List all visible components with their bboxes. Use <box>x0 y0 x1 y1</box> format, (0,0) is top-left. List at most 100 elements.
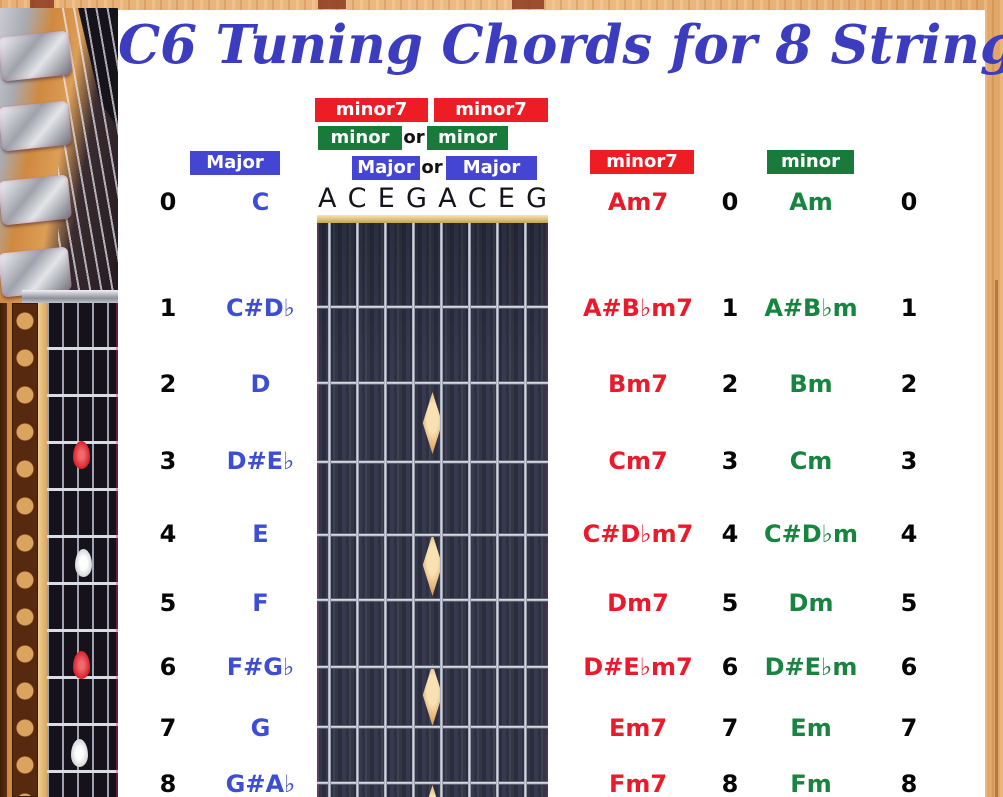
open-string-letters: A C E G A C E G <box>317 184 548 214</box>
fret-number-right: 3 <box>900 447 918 475</box>
major-chord: D <box>250 370 271 398</box>
fret-number-mid: 6 <box>721 653 739 681</box>
minor-chord: C#D♭m <box>764 520 858 548</box>
minor-chord: D#E♭m <box>764 653 858 681</box>
minor7-chord: Am7 <box>607 188 669 216</box>
string-letter: A <box>438 183 457 214</box>
legend-minor-right-badge: minor <box>427 126 508 150</box>
fret-row-7: 7 G Em7 7 Em 7 <box>0 713 1003 743</box>
neck-inlay-strip <box>12 303 38 797</box>
frame-wood-knot <box>30 0 54 9</box>
fret-number-left: 7 <box>159 714 177 742</box>
string-line <box>328 221 331 797</box>
string-letter: A <box>318 183 337 214</box>
minor7-chord: D#E♭m7 <box>583 653 693 681</box>
minor-column-badge: minor <box>767 150 854 174</box>
minor-chord: Fm <box>790 770 832 797</box>
steel-guitar-photo <box>0 8 118 797</box>
string-line <box>412 221 415 797</box>
frame-wood-grain <box>995 280 998 797</box>
fret-wire <box>317 381 548 385</box>
fret-row-2: 2 D Bm7 2 Bm 2 <box>0 369 1003 399</box>
fret-number-mid: 2 <box>721 370 739 398</box>
major-chord: G#A♭ <box>225 770 296 797</box>
legend-or-label: or <box>421 157 443 178</box>
fret-marker-white <box>71 739 88 767</box>
string-line <box>468 221 471 797</box>
neck-fretboard-photo <box>47 303 118 797</box>
neck-edge <box>0 303 7 797</box>
major-chord: C#D♭ <box>226 294 295 322</box>
fret-row-5: 5 F Dm7 5 Dm 5 <box>0 588 1003 618</box>
fret-marker-red <box>73 651 90 679</box>
fret-number-mid: 7 <box>721 714 739 742</box>
minor-chord: Cm <box>789 447 833 475</box>
fret-row-0: 0 C Am7 0 Am 0 <box>0 187 1003 217</box>
fret-7-inlay <box>422 664 443 726</box>
fretboard-nut <box>317 215 548 223</box>
fret-number-right: 8 <box>900 770 918 797</box>
minor-chord: Bm <box>789 370 833 398</box>
guitar-headstock-photo <box>0 8 118 305</box>
fret-number-left: 2 <box>159 370 177 398</box>
fret-row-4: 4 E C#D♭m7 4 C#D♭m 4 <box>0 519 1003 549</box>
minor-chord: Am <box>789 188 833 216</box>
legend-minor7-left-badge: minor7 <box>315 98 428 122</box>
fret-row-3: 3 D#E♭ Cm7 3 Cm 3 <box>0 446 1003 476</box>
string-letter: E <box>377 183 395 214</box>
fret-number-left: 5 <box>159 589 177 617</box>
string-letter: C <box>467 183 487 214</box>
minor7-chord: C#D♭m7 <box>582 520 694 548</box>
fret-3-inlay <box>422 392 443 454</box>
legend-minor7-right-badge: minor7 <box>434 98 548 122</box>
fret-wire <box>317 725 548 729</box>
fret-wire <box>317 305 548 309</box>
fret-number-right: 4 <box>900 520 918 548</box>
legend-minor-left-badge: minor <box>318 126 402 150</box>
fret-number-right: 0 <box>900 188 918 216</box>
fret-wire <box>317 533 548 537</box>
fret-wire <box>317 598 548 602</box>
fret-number-mid: 5 <box>721 589 739 617</box>
string-letter: G <box>526 183 547 214</box>
legend-major-left-badge: Major <box>352 156 420 180</box>
fret-number-right: 1 <box>900 294 918 322</box>
fret-row-6: 6 F#G♭ D#E♭m7 6 D#E♭m 6 <box>0 652 1003 682</box>
fret-wire <box>317 460 548 464</box>
fret-number-mid: 8 <box>721 770 739 797</box>
minor7-chord: Dm7 <box>607 589 669 617</box>
minor-chord: A#B♭m <box>764 294 858 322</box>
fret-number-right: 6 <box>900 653 918 681</box>
fret-number-left: 0 <box>159 188 177 216</box>
fret-number-left: 8 <box>159 770 177 797</box>
fret-marker-white <box>75 549 92 577</box>
string-line <box>524 221 527 797</box>
fret-number-mid: 0 <box>721 188 739 216</box>
string-line <box>440 221 443 797</box>
fret-number-mid: 3 <box>721 447 739 475</box>
frame-wood-knot <box>512 0 544 9</box>
fret-wire <box>317 781 548 785</box>
minor7-chord: Bm7 <box>608 370 668 398</box>
chart-panel <box>118 10 985 797</box>
tuning-machine <box>0 100 73 152</box>
fret-5-inlay <box>422 534 443 596</box>
fretboard-image <box>317 215 548 797</box>
fret-number-left: 4 <box>159 520 177 548</box>
guitar-neck-photo <box>0 303 118 797</box>
fret-number-right: 5 <box>900 589 918 617</box>
minor-chord: Em <box>790 714 832 742</box>
fret-marker-red <box>73 441 90 469</box>
minor7-chord: Em7 <box>608 714 668 742</box>
major-chord: G <box>250 714 271 742</box>
string-line <box>496 221 499 797</box>
tuning-machine <box>0 30 73 82</box>
fret-row-8: 8 G#A♭ Fm7 8 Fm 8 <box>0 769 1003 797</box>
string-letter: C <box>347 183 367 214</box>
fret-row-1: 1 C#D♭ A#B♭m7 1 A#B♭m 1 <box>0 293 1003 323</box>
minor-chord: Dm <box>788 589 834 617</box>
major-chord: F#G♭ <box>226 653 295 681</box>
fret-number-left: 1 <box>159 294 177 322</box>
fret-number-left: 6 <box>159 653 177 681</box>
